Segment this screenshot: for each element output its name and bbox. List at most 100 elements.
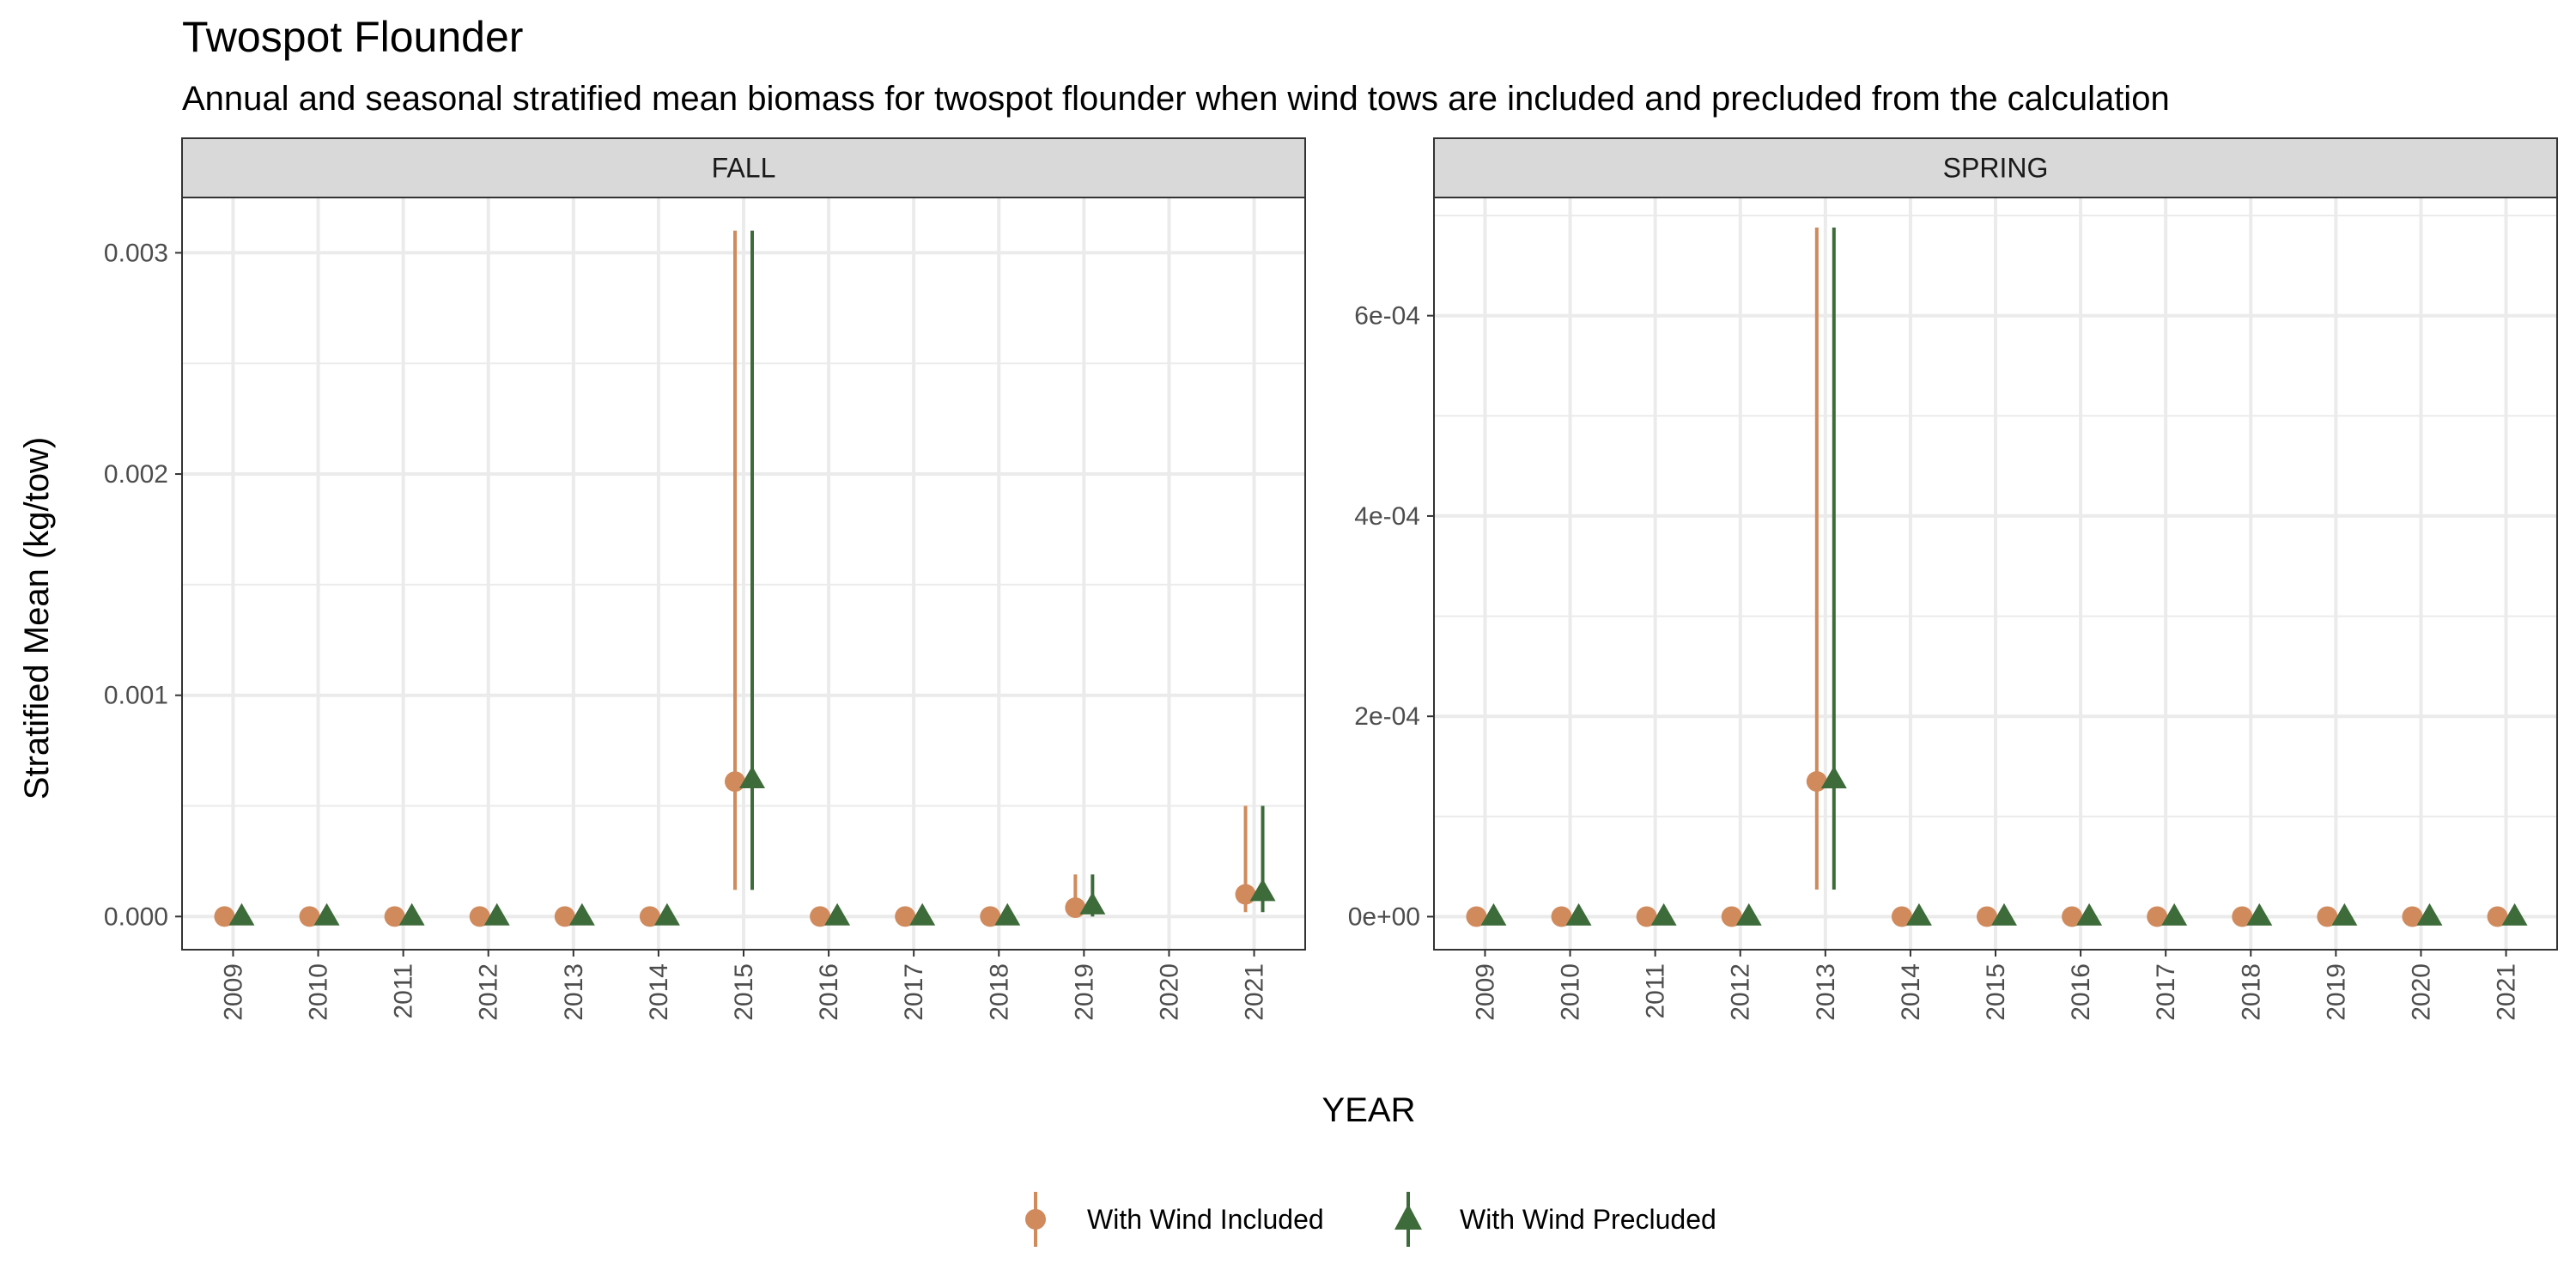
data-point-precluded: [824, 902, 851, 926]
data-point-precluded: [1565, 902, 1592, 926]
x-tick-label: 2018: [985, 963, 1013, 1021]
data-point-included: [384, 906, 405, 927]
x-tick-label: 2019: [2322, 963, 2350, 1021]
x-tick-label: 2010: [1557, 963, 1585, 1021]
legend-entry: With Wind Included: [1025, 1192, 1324, 1247]
x-tick-label: 2020: [1155, 963, 1183, 1021]
x-tick-label: 2009: [1471, 963, 1499, 1021]
panel-spring: 0e+00 2e-04 4e-04 6e-04 2009 2010 2011 2012 2013…: [1348, 137, 2558, 1021]
data-point-precluded: [1249, 878, 1276, 902]
strip-label: SPRING: [1943, 153, 2049, 184]
data-point-included: [1636, 906, 1657, 927]
x-tick-label: 2016: [815, 963, 843, 1021]
x-tick-label: 2012: [1727, 963, 1755, 1021]
x-tick-label: 2017: [900, 963, 928, 1021]
x-tick-label: 2018: [2237, 963, 2265, 1021]
x-tick-label: 2021: [1241, 963, 1269, 1021]
data-point-precluded: [1480, 902, 1507, 926]
data-point-included: [2062, 906, 2083, 927]
legend-label: With Wind Included: [1087, 1204, 1324, 1235]
data-point-precluded: [1991, 902, 2017, 926]
data-point-included: [2487, 906, 2508, 927]
y-tick-label: 0.000: [104, 902, 168, 931]
chart-title: Twospot Flounder: [182, 13, 523, 61]
x-tick-label: 2011: [1642, 963, 1670, 1019]
legend-key-circle: [1025, 1209, 1046, 1230]
data-point-included: [1721, 906, 1742, 927]
panel-fall: 0.000 0.001 0.002 0.003 2009 2010 2011 2012 2013…: [104, 137, 1306, 1021]
data-point-precluded: [1905, 902, 1932, 926]
data-point-included: [214, 906, 235, 927]
data-point-precluded: [1079, 891, 1106, 914]
data-point-precluded: [2161, 902, 2188, 926]
data-point-precluded: [568, 902, 595, 926]
y-tick-label: 0.001: [104, 682, 168, 710]
x-tick-label: 2014: [645, 963, 673, 1021]
data-point-precluded: [1735, 902, 1762, 926]
y-tick-label: 0.003: [104, 239, 168, 267]
data-point-included: [2402, 906, 2423, 927]
facet-panels: 0.000 0.001 0.002 0.003 2009 2010 2011 2012 2013…: [104, 137, 2558, 1021]
data-point-included: [1466, 906, 1487, 927]
x-tick-label: 2016: [2067, 963, 2095, 1021]
data-point-included: [639, 906, 660, 927]
data-point-precluded: [909, 902, 936, 926]
data-point-included: [1891, 906, 1912, 927]
data-point-included: [554, 906, 575, 927]
data-point-included: [980, 906, 1001, 927]
x-tick-label: 2015: [730, 963, 758, 1021]
data-point-included: [2147, 906, 2168, 927]
data-point-included: [1551, 906, 1572, 927]
data-point-precluded: [2076, 902, 2103, 926]
x-tick-label: 2012: [475, 963, 503, 1021]
x-tick-label: 2017: [2152, 963, 2180, 1021]
y-tick-label: 2e-04: [1354, 702, 1420, 731]
legend-entry: With Wind Precluded: [1394, 1192, 1716, 1247]
data-point-precluded: [994, 902, 1021, 926]
legend-key-triangle: [1394, 1204, 1422, 1230]
data-point-precluded: [739, 766, 765, 789]
data-point-included: [725, 771, 745, 793]
data-point-precluded: [313, 902, 340, 926]
y-tick-label: 4e-04: [1354, 502, 1420, 531]
data-point-included: [2317, 906, 2338, 927]
x-tick-label: 2013: [1812, 963, 1840, 1021]
x-tick-label: 2010: [305, 963, 333, 1021]
legend-label: With Wind Precluded: [1460, 1204, 1716, 1235]
data-point-included: [1065, 897, 1086, 919]
data-point-included: [895, 906, 916, 927]
x-tick-label: 2015: [1982, 963, 2010, 1021]
x-tick-label: 2013: [560, 963, 588, 1021]
chart-subtitle: Annual and seasonal stratified mean biom…: [182, 80, 2170, 118]
y-axis-title: Stratified Mean (kg/tow): [18, 437, 56, 799]
data-point-included: [469, 906, 490, 927]
data-point-precluded: [2501, 902, 2528, 926]
data-point-precluded: [483, 902, 510, 926]
strip-background: [1433, 137, 2558, 198]
x-axis-title: YEAR: [1322, 1091, 1416, 1129]
y-tick-label: 0.002: [104, 460, 168, 489]
data-point-precluded: [2331, 902, 2358, 926]
strip-background: [181, 137, 1306, 198]
x-tick-label: 2011: [390, 963, 418, 1019]
x-tick-label: 2021: [2493, 963, 2521, 1021]
x-tick-label: 2019: [1070, 963, 1098, 1021]
x-tick-label: 2009: [219, 963, 247, 1021]
data-point-precluded: [1650, 902, 1677, 926]
strip-label: FALL: [712, 153, 776, 184]
data-point-included: [810, 906, 831, 927]
data-point-included: [1235, 884, 1256, 905]
data-point-precluded: [228, 902, 255, 926]
data-point-precluded: [1820, 766, 1847, 789]
data-point-precluded: [398, 902, 425, 926]
x-tick-label: 2014: [1897, 963, 1925, 1021]
data-point-precluded: [2246, 902, 2273, 926]
data-point-precluded: [2416, 902, 2443, 926]
data-point-included: [2232, 906, 2253, 927]
legend: With Wind Included With Wind Precluded: [1025, 1192, 1716, 1247]
x-tick-label: 2020: [2407, 963, 2435, 1021]
data-point-precluded: [653, 902, 680, 926]
data-point-included: [1977, 906, 1997, 927]
y-tick-label: 0e+00: [1348, 903, 1420, 932]
